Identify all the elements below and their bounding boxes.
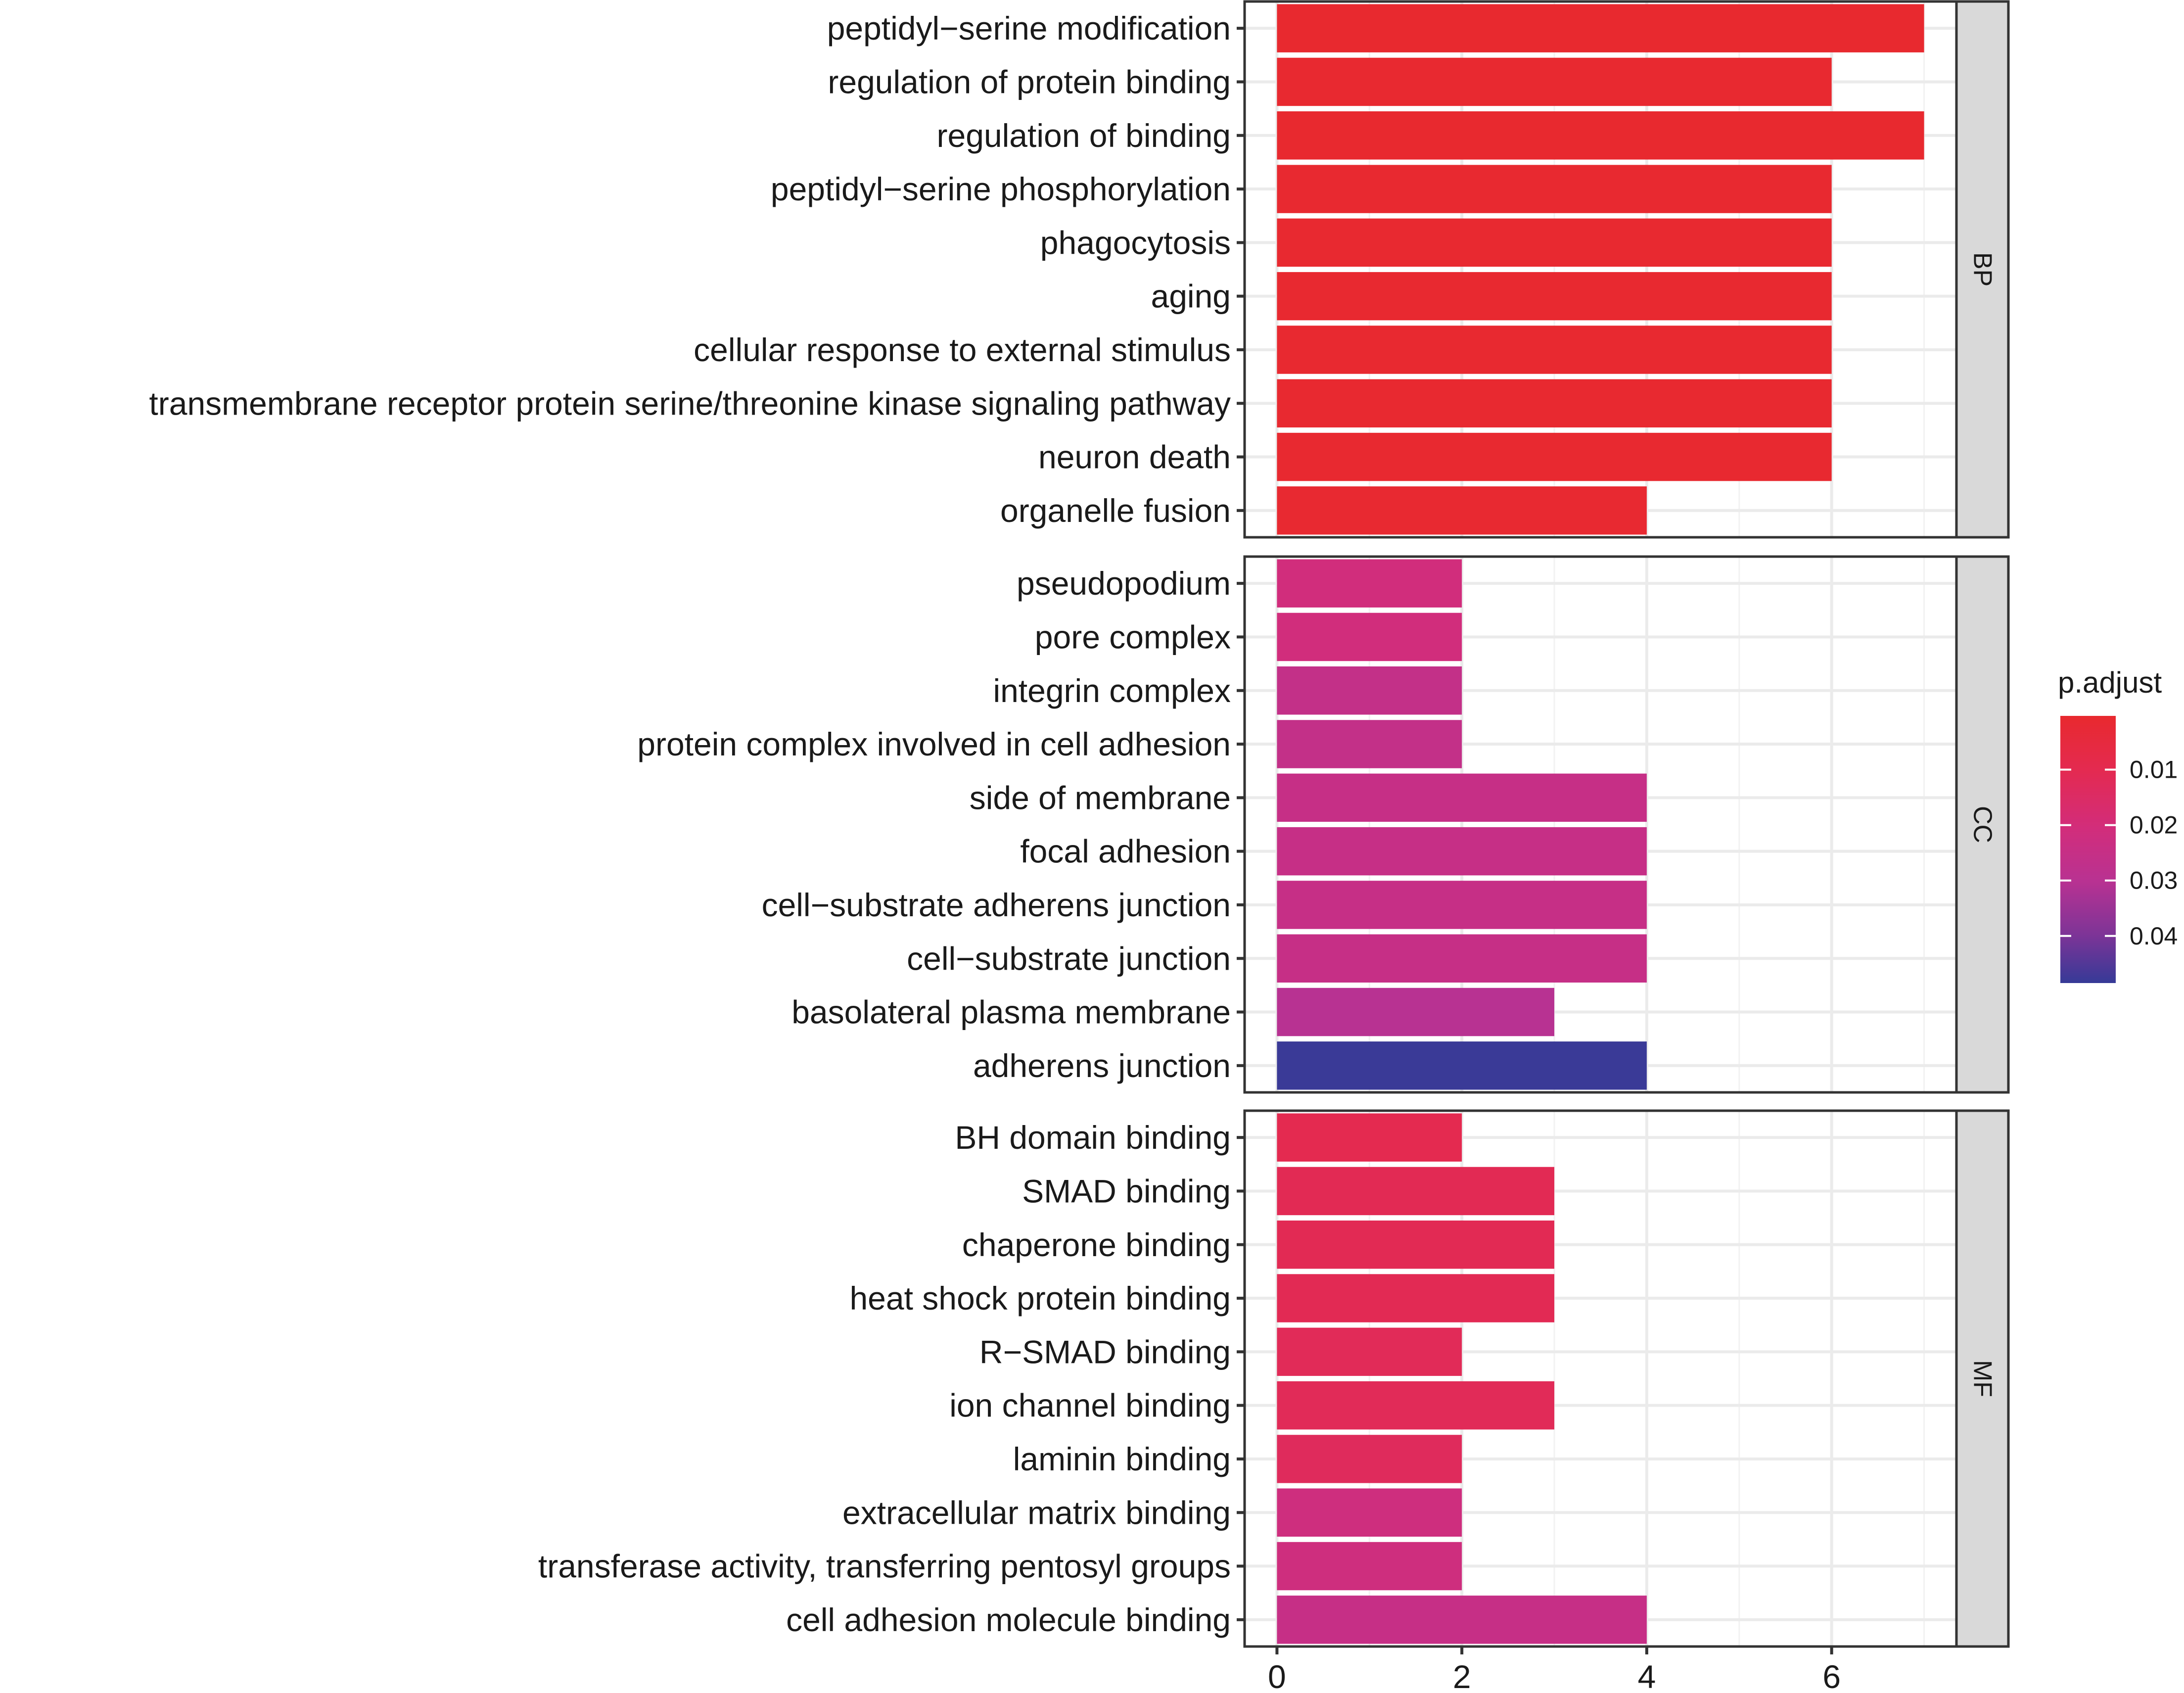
category-label: heat shock protein binding bbox=[849, 1280, 1231, 1317]
facet-strip bbox=[1955, 1109, 2010, 1648]
bar bbox=[1277, 111, 1924, 160]
bar bbox=[1277, 559, 1462, 608]
category-label: organelle fusion bbox=[1000, 492, 1231, 529]
category-label: transmembrane receptor protein serine/th… bbox=[149, 385, 1231, 422]
category-labels-layer: peptidyl−serine modification regulation o… bbox=[149, 10, 1245, 1638]
category-label: cell adhesion molecule binding bbox=[786, 1601, 1231, 1638]
category-label: transferase activity, transferring pento… bbox=[538, 1548, 1231, 1585]
category-label: aging bbox=[1151, 278, 1231, 315]
bar bbox=[1277, 218, 1832, 267]
legend-tick-label: 0.01 bbox=[2130, 756, 2178, 784]
category-label: cellular response to external stimulus bbox=[694, 331, 1231, 368]
legend-tick-label: 0.02 bbox=[2130, 811, 2178, 839]
legend-colorbar bbox=[2060, 716, 2116, 983]
category-label: regulation of protein binding bbox=[828, 63, 1231, 100]
category-label: cell−substrate adherens junction bbox=[762, 887, 1231, 923]
bar bbox=[1277, 988, 1555, 1036]
category-label: phagocytosis bbox=[1040, 224, 1231, 261]
category-label: cell−substrate junction bbox=[907, 940, 1231, 977]
facet-strip-label: CC bbox=[1968, 806, 1997, 843]
bar bbox=[1277, 1113, 1462, 1162]
category-label: neuron death bbox=[1038, 439, 1231, 475]
category-label: BH domain binding bbox=[955, 1119, 1231, 1156]
facet-strip bbox=[1955, 0, 2010, 539]
category-label: R−SMAD binding bbox=[979, 1333, 1231, 1370]
bar bbox=[1277, 827, 1647, 876]
bar bbox=[1277, 1381, 1555, 1430]
bar bbox=[1277, 1327, 1462, 1376]
category-label: peptidyl−serine phosphorylation bbox=[771, 171, 1231, 207]
x-tick-label: 4 bbox=[1638, 1658, 1656, 1693]
bar bbox=[1277, 1596, 1647, 1644]
category-label: pore complex bbox=[1035, 618, 1231, 655]
bar bbox=[1277, 1221, 1555, 1269]
x-tick-label: 6 bbox=[1822, 1658, 1841, 1693]
category-label: SMAD binding bbox=[1022, 1173, 1231, 1209]
bar bbox=[1277, 881, 1647, 929]
bar bbox=[1277, 1542, 1462, 1591]
facet-strip-label: MF bbox=[1968, 1360, 1997, 1397]
category-label: extracellular matrix binding bbox=[842, 1494, 1231, 1531]
bar bbox=[1277, 165, 1832, 213]
facet-strip-label: BP bbox=[1968, 252, 1997, 286]
x-axis: 0 2 4 6 bbox=[1268, 1646, 1841, 1693]
bar bbox=[1277, 934, 1647, 983]
category-label: protein complex involved in cell adhesio… bbox=[637, 726, 1231, 762]
facet-strip bbox=[1955, 555, 2010, 1094]
x-tick-label: 0 bbox=[1268, 1658, 1286, 1693]
bar bbox=[1277, 326, 1832, 374]
category-label: chaperone binding bbox=[962, 1226, 1231, 1263]
bars-layer bbox=[1277, 4, 1924, 1644]
bar bbox=[1277, 432, 1832, 481]
category-label: ion channel binding bbox=[949, 1387, 1231, 1424]
legend-tick-label: 0.03 bbox=[2130, 867, 2178, 894]
bar bbox=[1277, 486, 1647, 535]
x-tick-label: 2 bbox=[1453, 1658, 1471, 1693]
bar bbox=[1277, 666, 1462, 715]
category-label: side of membrane bbox=[970, 779, 1231, 816]
legend-title: p.adjust bbox=[2058, 666, 2162, 699]
color-legend: p.adjust 0.01 0.02 0.03 0.04 bbox=[2058, 666, 2178, 983]
category-label: focal adhesion bbox=[1020, 833, 1231, 870]
category-label: laminin binding bbox=[1013, 1441, 1231, 1477]
legend-tick-label: 0.04 bbox=[2130, 922, 2178, 950]
facet-strips-layer: BP CC MF bbox=[1955, 0, 2010, 1648]
category-label: regulation of binding bbox=[937, 117, 1231, 154]
category-label: pseudopodium bbox=[1017, 565, 1231, 602]
bar bbox=[1277, 1435, 1462, 1483]
bar bbox=[1277, 57, 1832, 106]
bar bbox=[1277, 272, 1832, 321]
category-label: basolateral plasma membrane bbox=[791, 994, 1231, 1031]
bar bbox=[1277, 720, 1462, 768]
category-label: integrin complex bbox=[993, 672, 1231, 709]
bar bbox=[1277, 1274, 1555, 1322]
bar bbox=[1277, 1041, 1647, 1090]
bar bbox=[1277, 773, 1647, 822]
category-label: peptidyl−serine modification bbox=[827, 10, 1231, 47]
category-label: adherens junction bbox=[973, 1047, 1231, 1084]
bar bbox=[1277, 379, 1832, 427]
bar bbox=[1277, 1488, 1462, 1537]
bar bbox=[1277, 612, 1462, 661]
bar bbox=[1277, 1167, 1555, 1216]
bar bbox=[1277, 4, 1924, 52]
